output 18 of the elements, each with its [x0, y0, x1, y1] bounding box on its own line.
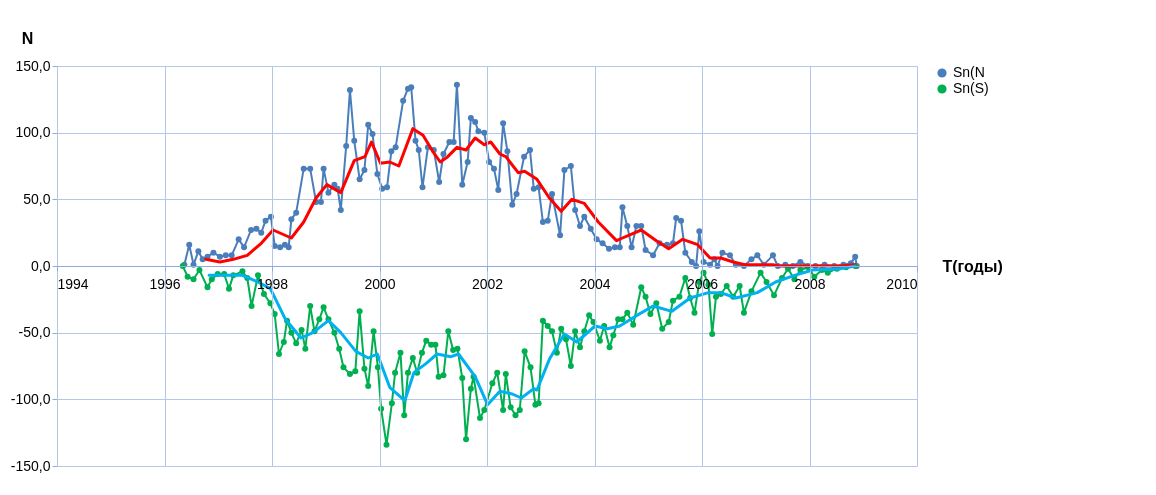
y-tick-label: 0,0 [31, 257, 51, 274]
x-tick-label: 2000 [364, 275, 396, 292]
y-tick-label: 50,0 [23, 190, 51, 207]
legend-label: Sn(N [953, 64, 985, 80]
y-tick-label: -50,0 [18, 324, 51, 341]
x-tick-label: 1994 [57, 275, 89, 292]
y-axis-title: N [21, 29, 34, 47]
y-tick-label: 100,0 [15, 124, 51, 141]
y-tick-label: -100,0 [10, 390, 51, 407]
legend-label: Sn(S) [953, 80, 989, 96]
y-tick-label: -150,0 [10, 457, 51, 474]
y-tick-label: 150,0 [15, 57, 51, 74]
x-tick-label: 2008 [794, 275, 826, 292]
x-tick-label: 1996 [149, 275, 181, 292]
x-tick-label: 2004 [579, 275, 611, 292]
x-tick-label: 2010 [886, 275, 918, 292]
x-axis-title: T(годы) [942, 257, 1003, 275]
x-tick-label: 2002 [471, 275, 504, 292]
